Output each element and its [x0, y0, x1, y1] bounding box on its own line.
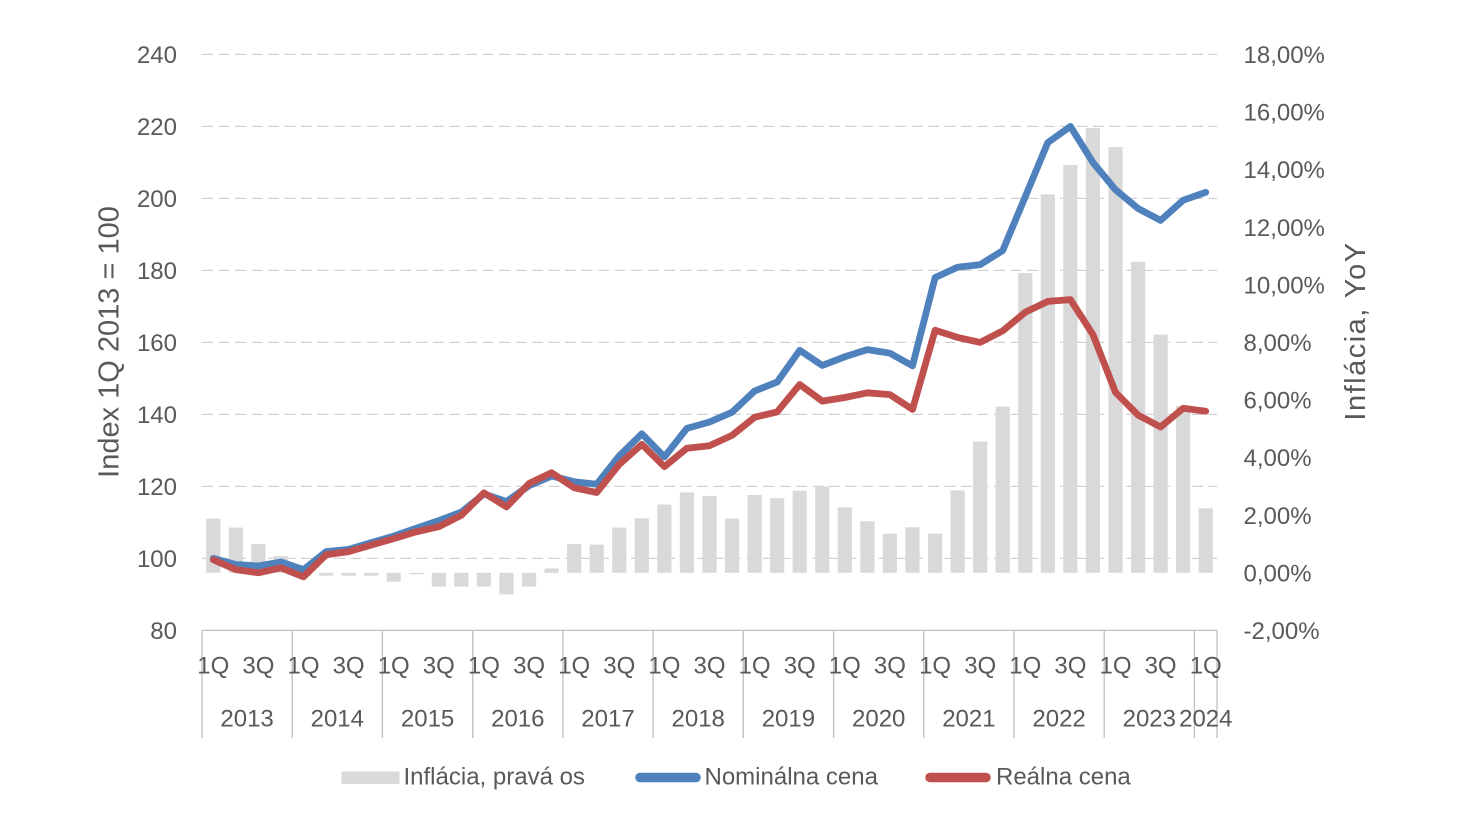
- svg-text:16,00%: 16,00%: [1244, 100, 1325, 127]
- svg-text:100: 100: [137, 546, 177, 573]
- svg-text:1Q: 1Q: [468, 653, 500, 680]
- svg-text:3Q: 3Q: [1145, 653, 1177, 680]
- svg-text:Index 1Q 2013 = 100: Index 1Q 2013 = 100: [94, 206, 126, 478]
- svg-text:1Q: 1Q: [378, 653, 410, 680]
- svg-text:1Q: 1Q: [1190, 653, 1222, 680]
- svg-text:3Q: 3Q: [603, 653, 635, 680]
- svg-text:3Q: 3Q: [874, 653, 906, 680]
- svg-text:6,00%: 6,00%: [1244, 388, 1312, 415]
- svg-text:3Q: 3Q: [784, 653, 816, 680]
- svg-text:3Q: 3Q: [333, 653, 365, 680]
- svg-text:3Q: 3Q: [242, 653, 274, 680]
- svg-text:2023: 2023: [1123, 706, 1176, 733]
- svg-text:3Q: 3Q: [1054, 653, 1086, 680]
- svg-text:2017: 2017: [581, 706, 634, 733]
- svg-text:1Q: 1Q: [739, 653, 771, 680]
- svg-text:2018: 2018: [672, 706, 725, 733]
- svg-text:2014: 2014: [311, 706, 364, 733]
- svg-text:1Q: 1Q: [287, 653, 319, 680]
- svg-text:2020: 2020: [852, 706, 905, 733]
- svg-text:2021: 2021: [942, 706, 995, 733]
- svg-text:140: 140: [137, 402, 177, 429]
- svg-text:1Q: 1Q: [829, 653, 861, 680]
- svg-text:1Q: 1Q: [648, 653, 680, 680]
- svg-text:3Q: 3Q: [513, 653, 545, 680]
- svg-text:2024: 2024: [1179, 706, 1232, 733]
- svg-text:1Q: 1Q: [197, 653, 229, 680]
- svg-text:18,00%: 18,00%: [1244, 42, 1325, 69]
- svg-text:2022: 2022: [1032, 706, 1085, 733]
- svg-text:Reálna cena: Reálna cena: [996, 764, 1131, 791]
- svg-text:Nominálna cena: Nominálna cena: [705, 764, 879, 791]
- svg-text:10,00%: 10,00%: [1244, 272, 1325, 299]
- svg-text:Inflácia, pravá os: Inflácia, pravá os: [404, 764, 585, 791]
- svg-text:2016: 2016: [491, 706, 544, 733]
- svg-text:-2,00%: -2,00%: [1244, 618, 1320, 645]
- svg-text:1Q: 1Q: [1009, 653, 1041, 680]
- svg-text:14,00%: 14,00%: [1244, 157, 1325, 184]
- svg-text:120: 120: [137, 474, 177, 501]
- svg-text:4,00%: 4,00%: [1244, 445, 1312, 472]
- svg-text:160: 160: [137, 330, 177, 357]
- svg-text:0,00%: 0,00%: [1244, 560, 1312, 587]
- svg-text:240: 240: [137, 42, 177, 69]
- svg-text:2015: 2015: [401, 706, 454, 733]
- svg-text:220: 220: [137, 114, 177, 141]
- svg-text:12,00%: 12,00%: [1244, 215, 1325, 242]
- svg-text:3Q: 3Q: [964, 653, 996, 680]
- svg-text:80: 80: [150, 618, 177, 645]
- svg-text:3Q: 3Q: [693, 653, 725, 680]
- svg-text:8,00%: 8,00%: [1244, 330, 1312, 357]
- svg-text:180: 180: [137, 258, 177, 285]
- svg-text:2013: 2013: [220, 706, 273, 733]
- svg-text:Inflácia, YoY: Inflácia, YoY: [1340, 241, 1372, 420]
- svg-text:1Q: 1Q: [919, 653, 951, 680]
- svg-text:2019: 2019: [762, 706, 815, 733]
- svg-text:1Q: 1Q: [1099, 653, 1131, 680]
- svg-text:1Q: 1Q: [558, 653, 590, 680]
- svg-text:200: 200: [137, 186, 177, 213]
- svg-text:2,00%: 2,00%: [1244, 503, 1312, 530]
- svg-text:3Q: 3Q: [423, 653, 455, 680]
